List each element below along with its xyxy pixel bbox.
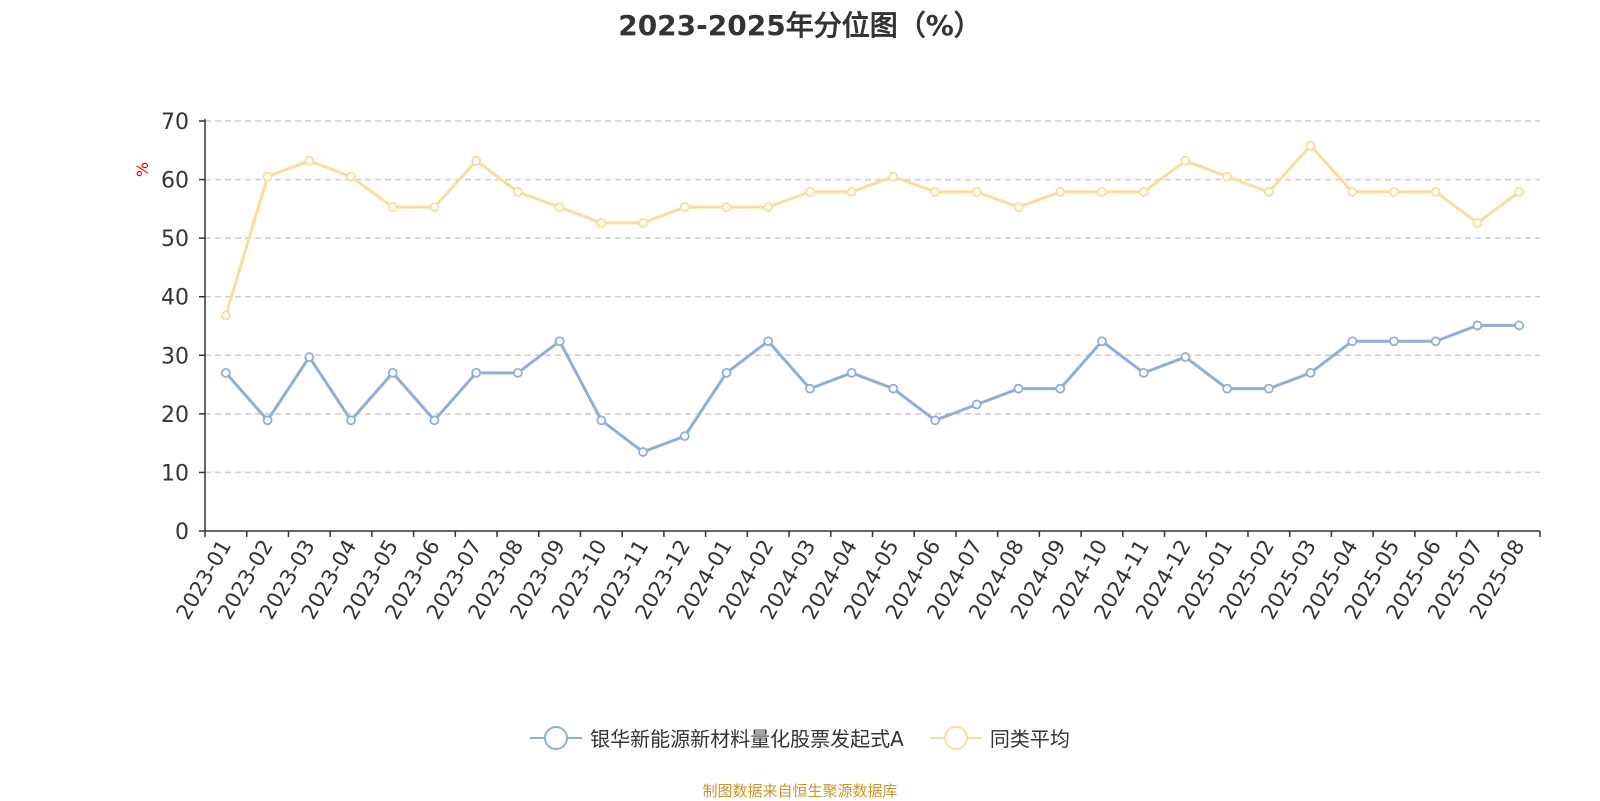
chart-title: 2023-2025年分位图（%） bbox=[618, 9, 982, 42]
data-point-series-1 bbox=[846, 367, 857, 378]
data-point-series-1 bbox=[930, 415, 940, 426]
data-point-series-2 bbox=[971, 186, 982, 197]
data-point-series-1 bbox=[471, 367, 482, 378]
data-point-series-2 bbox=[471, 155, 482, 166]
data-point-series-1 bbox=[763, 336, 774, 347]
y-axis-title: % bbox=[133, 162, 152, 177]
data-point-series-1 bbox=[1180, 352, 1191, 362]
data-point-series-1 bbox=[1347, 336, 1358, 347]
data-point-series-2 bbox=[429, 202, 440, 213]
legend-item-series-2[interactable]: 同类平均 bbox=[929, 723, 1070, 752]
data-point-series-1 bbox=[429, 415, 440, 426]
data-point-series-2 bbox=[346, 171, 356, 182]
data-point-series-1 bbox=[1263, 383, 1274, 394]
data-point-series-2 bbox=[1263, 186, 1274, 197]
data-point-series-1 bbox=[1472, 320, 1483, 331]
data-point-series-2 bbox=[1389, 186, 1399, 197]
legend-marker-series-1-icon bbox=[530, 725, 583, 750]
data-point-series-1 bbox=[554, 336, 565, 347]
y-tick-label: 40 bbox=[161, 286, 189, 311]
y-tick-label: 0 bbox=[175, 520, 189, 545]
data-point-series-2 bbox=[512, 186, 523, 197]
data-point-series-2 bbox=[1514, 186, 1525, 197]
y-tick-label: 50 bbox=[161, 227, 189, 252]
data-point-series-1 bbox=[1138, 367, 1149, 378]
data-point-series-2 bbox=[1347, 186, 1358, 197]
grid-lines bbox=[205, 120, 1540, 474]
data-point-series-1 bbox=[1222, 383, 1233, 394]
y-tick-label: 70 bbox=[161, 110, 189, 135]
data-point-series-2 bbox=[679, 202, 690, 213]
source-note: 制图数据来自恒生聚源数据库 bbox=[702, 782, 898, 800]
data-point-series-1 bbox=[1389, 336, 1399, 347]
data-point-series-1 bbox=[1305, 367, 1316, 378]
data-point-series-2 bbox=[262, 171, 273, 182]
data-point-series-2 bbox=[888, 171, 899, 182]
data-point-series-2 bbox=[1097, 186, 1107, 197]
legend-label-series-1: 银华新能源新材料量化股票发起式A bbox=[590, 727, 904, 751]
data-point-series-2 bbox=[1305, 140, 1316, 151]
data-point-series-1 bbox=[1430, 336, 1441, 347]
data-point-series-1 bbox=[262, 415, 273, 426]
data-point-series-2 bbox=[846, 186, 857, 197]
data-point-series-2 bbox=[1430, 186, 1441, 197]
axes: 010203040506070%2023-012023-022023-03202… bbox=[133, 110, 1541, 623]
data-point-series-2 bbox=[554, 202, 565, 213]
data-point-series-2 bbox=[387, 202, 398, 213]
data-point-series-2 bbox=[304, 155, 315, 166]
data-point-series-1 bbox=[888, 383, 899, 394]
data-point-series-2 bbox=[1055, 186, 1066, 197]
data-point-series-1 bbox=[512, 367, 523, 378]
data-point-series-2 bbox=[930, 186, 940, 197]
data-point-series-1 bbox=[638, 447, 648, 457]
data-point-series-2 bbox=[763, 202, 774, 213]
data-point-series-2 bbox=[638, 218, 648, 228]
y-tick-label: 20 bbox=[161, 403, 189, 428]
data-point-series-2 bbox=[1138, 186, 1149, 197]
data-point-series-2 bbox=[596, 218, 607, 228]
data-point-series-1 bbox=[1097, 336, 1107, 347]
series-line-1 bbox=[224, 323, 1520, 454]
y-tick-label: 60 bbox=[161, 169, 189, 194]
data-point-series-1 bbox=[220, 367, 231, 378]
data-point-series-1 bbox=[805, 383, 815, 394]
data-point-series-2 bbox=[805, 186, 815, 197]
data-point-series-2 bbox=[1472, 218, 1483, 228]
data-point-series-1 bbox=[1514, 320, 1525, 331]
legend-item-series-1[interactable]: 银华新能源新材料量化股票发起式A bbox=[530, 723, 904, 752]
legend: 银华新能源新材料量化股票发起式A 同类平均 bbox=[0, 723, 1600, 752]
data-point-series-1 bbox=[971, 399, 982, 410]
data-point-series-2 bbox=[220, 310, 231, 321]
legend-label-series-2: 同类平均 bbox=[989, 727, 1070, 751]
data-point-series-2 bbox=[1180, 155, 1191, 166]
data-point-series-2 bbox=[1013, 202, 1024, 213]
data-point-series-2 bbox=[721, 202, 732, 213]
data-point-series-1 bbox=[346, 415, 356, 426]
y-tick-label: 30 bbox=[161, 344, 189, 369]
data-point-series-1 bbox=[679, 431, 690, 442]
series-lines bbox=[220, 140, 1525, 457]
series-line-2 bbox=[224, 144, 1521, 316]
data-point-series-1 bbox=[721, 367, 732, 378]
y-tick-label: 10 bbox=[161, 461, 189, 486]
legend-marker-series-2-icon bbox=[929, 725, 982, 750]
data-point-series-1 bbox=[387, 367, 398, 378]
data-point-series-1 bbox=[596, 415, 607, 426]
data-point-series-2 bbox=[1222, 171, 1233, 182]
data-point-series-1 bbox=[1013, 383, 1024, 394]
data-point-series-1 bbox=[1055, 383, 1066, 394]
data-point-series-1 bbox=[304, 352, 315, 362]
